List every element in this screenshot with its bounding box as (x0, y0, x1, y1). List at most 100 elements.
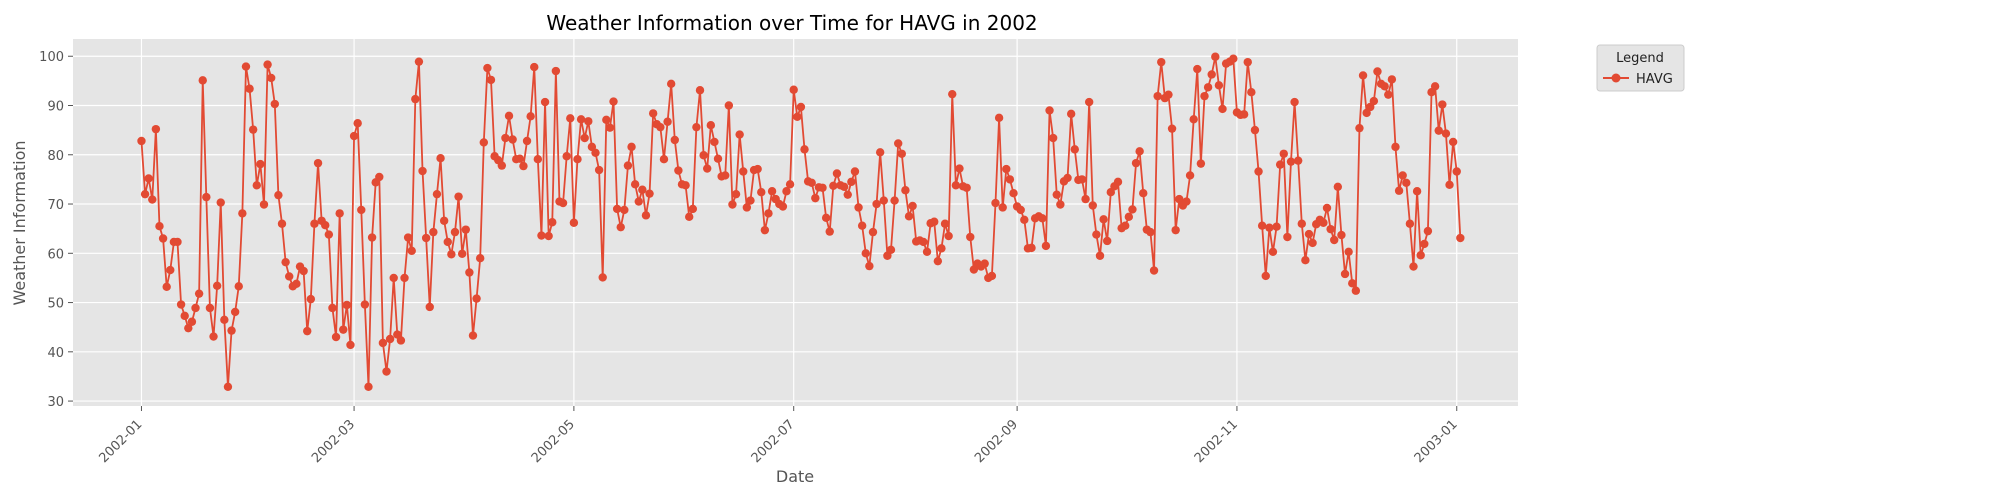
data-point (1005, 175, 1015, 184)
data-point (987, 271, 997, 281)
data-point (137, 136, 146, 146)
data-point (894, 139, 903, 148)
data-point (342, 300, 352, 310)
data-point (948, 89, 957, 99)
data-point (140, 189, 150, 199)
data-point (1113, 177, 1123, 187)
data-point (429, 227, 438, 237)
data-point (241, 62, 251, 71)
data-point (209, 332, 218, 341)
data-point (1452, 167, 1461, 176)
data-point (659, 155, 669, 164)
data-point (259, 200, 269, 209)
data-point (187, 317, 197, 326)
data-point (1304, 229, 1314, 239)
data-point (800, 145, 809, 154)
data-point (908, 201, 917, 211)
data-point (688, 204, 697, 214)
data-point (212, 281, 222, 290)
data-point (310, 219, 319, 228)
data-point (1358, 71, 1368, 80)
data-point (522, 136, 532, 146)
data-point (638, 185, 647, 194)
data-point (757, 188, 766, 197)
data-point (821, 213, 831, 223)
data-point (767, 187, 777, 196)
data-point (1351, 286, 1361, 295)
data-point (634, 197, 643, 206)
data-point (151, 124, 161, 134)
data-point (1340, 269, 1350, 279)
data-point (710, 137, 719, 147)
data-point (1027, 243, 1036, 253)
data-point (875, 148, 885, 157)
data-point (1045, 106, 1054, 115)
data-point (403, 233, 413, 242)
data-point (897, 149, 906, 158)
data-point (1088, 201, 1097, 210)
data-point (479, 138, 488, 147)
data-point (1124, 212, 1134, 222)
data-point (962, 183, 971, 192)
data-point (825, 227, 834, 236)
data-point (1420, 239, 1429, 249)
data-point (735, 130, 744, 139)
data-point (1063, 173, 1072, 183)
data-point (530, 62, 539, 72)
data-point (252, 181, 261, 190)
data-point (980, 259, 989, 268)
data-point (1445, 180, 1454, 190)
data-point (436, 154, 445, 163)
data-point (937, 244, 946, 253)
data-point (223, 382, 233, 391)
data-point (648, 109, 658, 118)
data-point (364, 382, 373, 391)
data-point (1297, 219, 1306, 228)
data-point (789, 85, 798, 94)
y-tick-label: 40 (47, 346, 64, 361)
legend-series-label: HAVG (1636, 72, 1673, 87)
data-point (656, 122, 665, 132)
data-point (385, 334, 395, 344)
y-tick-label: 60 (47, 247, 64, 262)
data-point (1402, 178, 1411, 188)
data-point (1265, 223, 1274, 232)
data-point (674, 166, 683, 175)
data-point (706, 121, 716, 130)
data-point (292, 279, 301, 289)
data-point (1131, 158, 1141, 168)
data-point (904, 212, 914, 221)
data-point (515, 154, 525, 163)
data-point (713, 154, 723, 163)
data-point (1319, 218, 1328, 227)
x-axis-label: Date (776, 467, 814, 486)
data-point (1200, 91, 1209, 101)
data-point (728, 200, 737, 209)
legend-title: Legend (1616, 51, 1664, 66)
x-tick-label: 2003-01 (1412, 417, 1461, 466)
data-point (1153, 91, 1162, 101)
data-point (1254, 167, 1263, 176)
data-point (472, 294, 481, 303)
data-point (666, 79, 676, 89)
data-point (202, 192, 211, 202)
data-point (630, 180, 640, 189)
x-tick-label: 2002-05 (529, 417, 578, 466)
data-point (901, 186, 910, 195)
data-point (1139, 188, 1148, 198)
data-point (1167, 124, 1177, 133)
data-point (166, 265, 175, 275)
data-point (1211, 52, 1220, 61)
data-point (360, 300, 370, 309)
data-point (598, 273, 607, 282)
data-point (940, 219, 950, 228)
data-point (1175, 194, 1184, 204)
data-point (919, 237, 928, 247)
data-point (1456, 233, 1465, 243)
data-point (486, 75, 496, 85)
data-series (137, 52, 1465, 391)
data-point (1081, 194, 1090, 204)
data-point (238, 209, 247, 218)
data-point (1146, 227, 1155, 237)
